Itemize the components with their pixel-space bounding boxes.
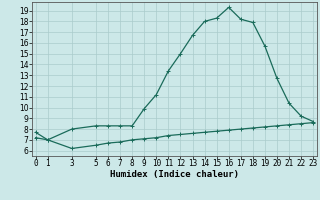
X-axis label: Humidex (Indice chaleur): Humidex (Indice chaleur): [110, 170, 239, 179]
